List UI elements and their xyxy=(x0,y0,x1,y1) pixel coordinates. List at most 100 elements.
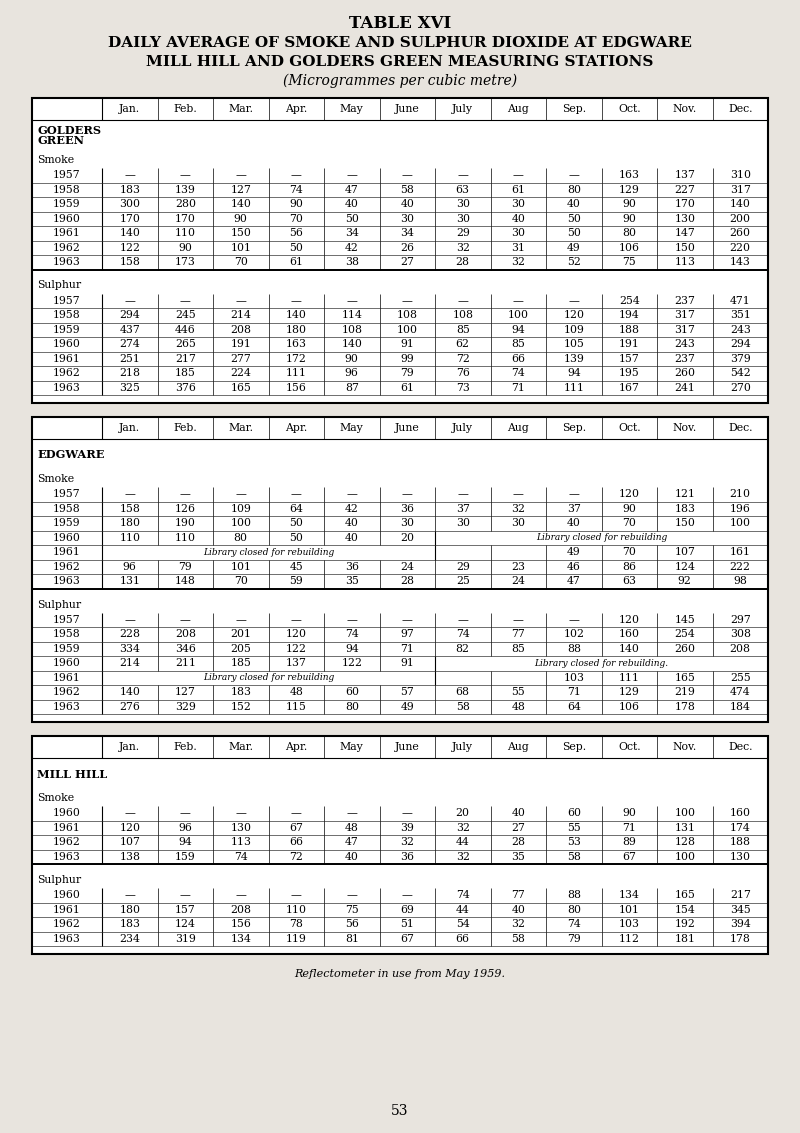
Text: Nov.: Nov. xyxy=(673,742,697,752)
Text: 1957: 1957 xyxy=(53,296,81,306)
Text: 276: 276 xyxy=(119,701,140,712)
Text: 67: 67 xyxy=(400,934,414,944)
Text: 40: 40 xyxy=(511,808,525,818)
Text: 49: 49 xyxy=(400,701,414,712)
Text: 150: 150 xyxy=(674,518,695,528)
Text: 47: 47 xyxy=(345,837,358,847)
Text: 294: 294 xyxy=(730,339,750,349)
Text: 113: 113 xyxy=(230,837,251,847)
Text: —: — xyxy=(568,170,579,180)
Text: 1963: 1963 xyxy=(53,934,81,944)
Text: 1961: 1961 xyxy=(53,353,81,364)
Text: 96: 96 xyxy=(178,823,192,833)
Text: 55: 55 xyxy=(567,823,581,833)
Text: 173: 173 xyxy=(175,257,196,267)
Text: 58: 58 xyxy=(400,185,414,195)
Text: 107: 107 xyxy=(674,547,695,557)
Text: 50: 50 xyxy=(290,242,303,253)
Text: 260: 260 xyxy=(674,368,695,378)
Text: 79: 79 xyxy=(400,368,414,378)
Bar xyxy=(32,417,768,722)
Text: 60: 60 xyxy=(566,808,581,818)
Text: 190: 190 xyxy=(175,518,196,528)
Text: 79: 79 xyxy=(567,934,581,944)
Text: 1958: 1958 xyxy=(53,629,81,639)
Text: 183: 183 xyxy=(119,185,140,195)
Text: 80: 80 xyxy=(345,701,358,712)
Text: 201: 201 xyxy=(230,629,251,639)
Text: 50: 50 xyxy=(290,518,303,528)
Text: 1962: 1962 xyxy=(53,688,81,697)
Text: 74: 74 xyxy=(456,629,470,639)
Text: Library closed for rebuilding: Library closed for rebuilding xyxy=(536,534,667,543)
Text: 1958: 1958 xyxy=(53,310,81,321)
Text: 159: 159 xyxy=(175,852,196,862)
Text: 103: 103 xyxy=(618,919,640,929)
Text: 180: 180 xyxy=(119,518,140,528)
Text: 67: 67 xyxy=(622,852,636,862)
Text: 106: 106 xyxy=(618,701,640,712)
Text: 188: 188 xyxy=(730,837,750,847)
Text: 200: 200 xyxy=(730,214,750,223)
Text: 121: 121 xyxy=(674,489,695,500)
Text: 108: 108 xyxy=(342,325,362,334)
Text: Aug: Aug xyxy=(507,104,529,114)
Text: 50: 50 xyxy=(567,228,581,238)
Text: 255: 255 xyxy=(730,673,750,683)
Text: —: — xyxy=(402,296,413,306)
Text: 185: 185 xyxy=(230,658,251,668)
Text: Oct.: Oct. xyxy=(618,742,641,752)
Text: 1960: 1960 xyxy=(53,533,81,543)
Text: 205: 205 xyxy=(230,644,251,654)
Text: 474: 474 xyxy=(730,688,750,697)
Text: 158: 158 xyxy=(119,257,140,267)
Text: 40: 40 xyxy=(345,533,358,543)
Text: 40: 40 xyxy=(345,199,358,210)
Text: Dec.: Dec. xyxy=(728,423,753,433)
Text: —: — xyxy=(291,489,302,500)
Text: May: May xyxy=(340,742,364,752)
Text: 140: 140 xyxy=(619,644,640,654)
Text: 191: 191 xyxy=(230,339,251,349)
Text: —: — xyxy=(458,296,468,306)
Text: 85: 85 xyxy=(511,644,525,654)
Text: 131: 131 xyxy=(674,823,695,833)
Text: 120: 120 xyxy=(618,489,640,500)
Text: 1961: 1961 xyxy=(53,228,81,238)
Text: 145: 145 xyxy=(674,615,695,624)
Text: 214: 214 xyxy=(230,310,251,321)
Text: 90: 90 xyxy=(290,199,303,210)
Text: 217: 217 xyxy=(730,891,750,901)
Text: 150: 150 xyxy=(230,228,251,238)
Text: 114: 114 xyxy=(342,310,362,321)
Text: 129: 129 xyxy=(619,185,640,195)
Text: 66: 66 xyxy=(456,934,470,944)
Text: 40: 40 xyxy=(345,852,358,862)
Text: 74: 74 xyxy=(345,629,358,639)
Text: —: — xyxy=(235,489,246,500)
Text: 163: 163 xyxy=(286,339,306,349)
Text: 154: 154 xyxy=(674,905,695,914)
Text: 1960: 1960 xyxy=(53,214,81,223)
Text: 70: 70 xyxy=(234,257,248,267)
Text: 1958: 1958 xyxy=(53,185,81,195)
Text: 129: 129 xyxy=(619,688,640,697)
Text: 74: 74 xyxy=(567,919,581,929)
Text: 140: 140 xyxy=(119,228,140,238)
Text: June: June xyxy=(395,423,420,433)
Text: 28: 28 xyxy=(456,257,470,267)
Text: 42: 42 xyxy=(345,504,358,513)
Text: 217: 217 xyxy=(175,353,196,364)
Text: 100: 100 xyxy=(508,310,529,321)
Text: 254: 254 xyxy=(619,296,640,306)
Text: —: — xyxy=(402,808,413,818)
Text: 98: 98 xyxy=(734,577,747,586)
Text: 50: 50 xyxy=(345,214,358,223)
Text: 30: 30 xyxy=(400,214,414,223)
Text: —: — xyxy=(180,891,190,901)
Text: 376: 376 xyxy=(175,383,196,393)
Text: 80: 80 xyxy=(566,905,581,914)
Text: 92: 92 xyxy=(678,577,692,586)
Text: 110: 110 xyxy=(286,905,306,914)
Text: 82: 82 xyxy=(456,644,470,654)
